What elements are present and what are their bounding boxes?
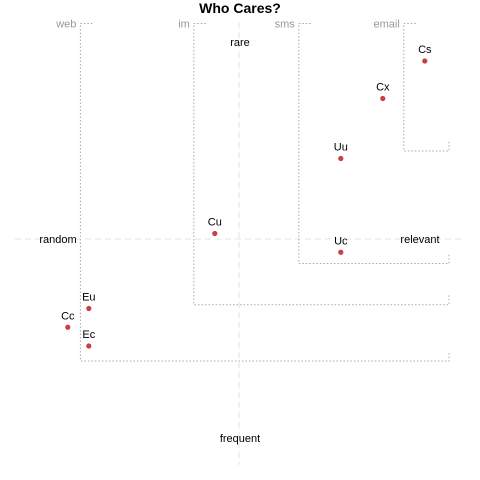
region-box-im	[193, 23, 450, 306]
point-label-cc: Cc	[61, 310, 75, 322]
axis-label-frequent: frequent	[220, 433, 260, 445]
point-eu	[86, 305, 92, 312]
point-label-uu: Uu	[334, 142, 348, 154]
region-label-web: web	[55, 19, 76, 31]
region-box-sms	[298, 23, 450, 264]
point-cc	[65, 324, 71, 330]
point-label-ec: Ec	[82, 329, 95, 341]
crosshair-lines	[15, 22, 465, 465]
point-uc	[338, 249, 344, 255]
point-cs	[422, 58, 428, 64]
point-label-cs: Cs	[418, 44, 432, 56]
region-label-im: im	[178, 19, 190, 31]
point-label-cu: Cu	[208, 217, 222, 229]
point-ec	[86, 343, 92, 349]
axis-label-rare: rare	[230, 37, 250, 49]
data-points: Cs Cx Uu Cu Uc Eu Cc Ec	[61, 44, 432, 349]
point-label-uc: Uc	[334, 235, 348, 247]
point-cx	[380, 95, 386, 102]
axis-label-random: random	[39, 234, 76, 246]
region-box-email	[403, 23, 450, 152]
point-label-cx: Cx	[376, 82, 390, 94]
axis-label-relevant: relevant	[400, 234, 439, 246]
chart-title: Who Cares?	[199, 0, 281, 16]
point-uu	[338, 155, 344, 162]
region-label-sms: sms	[275, 19, 296, 31]
region-boxes: web im sms email	[55, 19, 450, 362]
point-cu	[212, 230, 218, 237]
region-box-web	[79, 23, 450, 362]
region-label-email: email	[374, 19, 400, 31]
point-label-eu: Eu	[82, 292, 95, 304]
